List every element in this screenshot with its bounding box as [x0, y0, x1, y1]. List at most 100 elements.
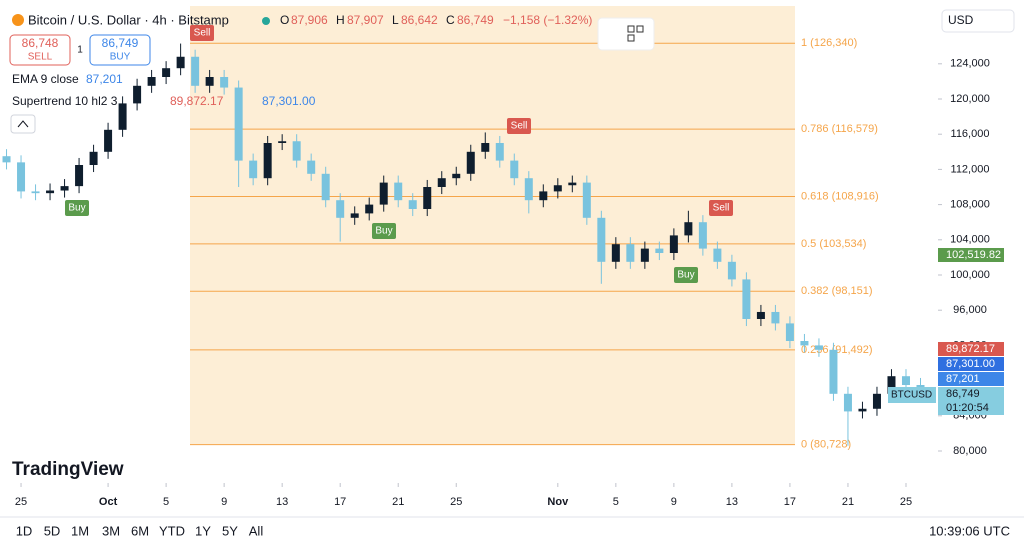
tool-icon	[627, 25, 635, 33]
candle-body	[220, 77, 229, 88]
x-tick-label: 5	[163, 496, 169, 508]
range-button[interactable]: YTD	[159, 523, 185, 538]
buy-button[interactable]	[89, 34, 151, 66]
range-button[interactable]: 5Y	[222, 523, 238, 538]
status-dot	[262, 17, 270, 25]
candle-body	[162, 68, 171, 78]
supertrend-name: Supertrend 10 hl2 3	[12, 94, 118, 108]
sell-button[interactable]	[9, 34, 71, 66]
currency-select[interactable]	[941, 9, 1015, 33]
o-label: O	[280, 13, 289, 27]
candle-body	[829, 349, 838, 394]
currency: USD	[948, 13, 974, 27]
candle-body	[17, 162, 26, 192]
ema-name: EMA 9 close	[12, 72, 79, 86]
candle-body	[350, 213, 359, 218]
candle-body	[771, 311, 780, 324]
price-tag	[938, 342, 1004, 356]
fib-label: 0.786 (116,579)	[801, 123, 878, 135]
x-tick-label: 17	[784, 496, 796, 508]
candle-body	[307, 160, 316, 174]
candle-body	[133, 85, 142, 104]
y-tick-label: 112,000	[951, 163, 990, 175]
range-button[interactable]: 1Y	[195, 523, 211, 538]
signal-badge	[674, 267, 698, 283]
plot-area: 1 (126,340) 0.786 (116,579) 0.618 (108,916…	[2, 6, 925, 451]
candle-body	[843, 393, 852, 412]
range-button[interactable]: All	[249, 523, 264, 538]
candle-body	[249, 160, 258, 179]
collapse-button[interactable]	[10, 114, 36, 134]
candle-body	[901, 376, 910, 386]
c-value: 86,749	[457, 13, 494, 27]
candle-body	[321, 173, 330, 201]
candle-body	[655, 248, 664, 254]
x-tick-label: 25	[450, 496, 462, 508]
x-tick-label: 5	[613, 496, 619, 508]
ticker-tag	[888, 387, 936, 403]
candle-body	[118, 103, 127, 130]
drawing-toolbar[interactable]	[597, 17, 655, 51]
candle-body	[408, 200, 417, 210]
candle-body	[481, 143, 490, 152]
x-tick-label: 13	[276, 496, 288, 508]
fib-label: 0.5 (103,534)	[801, 238, 866, 250]
y-tick-label: 108,000	[950, 199, 990, 211]
candle-body	[75, 165, 84, 187]
fib-label: 0.618 (108,916)	[801, 190, 879, 202]
change: −1,158 (−1.32%)	[503, 13, 592, 27]
price-tag	[938, 372, 1004, 386]
signal-label: Buy	[677, 270, 694, 281]
candle-body	[379, 182, 388, 205]
ema-value: 87,201	[86, 72, 123, 86]
supertrend-up: 89,872.17	[170, 94, 224, 108]
candle-body	[698, 222, 707, 249]
signal-badge	[709, 200, 733, 216]
candle-body	[365, 204, 374, 214]
tool-icon	[627, 34, 635, 42]
signal-label: Buy	[68, 203, 85, 214]
signal-badge	[190, 25, 214, 41]
fib-label: 0.382 (98,151)	[801, 285, 873, 297]
candle-body	[713, 248, 722, 262]
range-button[interactable]: 3M	[102, 523, 120, 538]
fib-box	[190, 6, 795, 445]
candle-body	[669, 235, 678, 254]
h-value: 87,907	[347, 13, 384, 27]
candle-body	[858, 408, 867, 412]
candle-body	[292, 141, 301, 161]
range-button[interactable]: 6M	[131, 523, 149, 538]
candle-body	[684, 222, 693, 236]
clock: 10:39:06 UTC	[929, 523, 1010, 538]
spread: 1	[77, 45, 83, 56]
candle-body	[510, 160, 519, 179]
candle-body	[263, 143, 272, 179]
candle-body	[611, 244, 620, 262]
candle-body	[147, 77, 156, 86]
logo: TradingView	[12, 459, 124, 480]
candle-body	[524, 178, 533, 201]
candle-body	[234, 87, 243, 161]
range-button[interactable]: 1M	[71, 523, 89, 538]
ui: Bitcoin / U.S. Dollar · 4h · Bitstamp O …	[0, 9, 1024, 538]
c-label: C	[446, 13, 455, 27]
y-tick-label: 120,000	[950, 93, 990, 105]
l-label: L	[392, 13, 399, 27]
l-value: 86,642	[401, 13, 438, 27]
x-tick-label: 25	[15, 496, 27, 508]
candle-body	[176, 56, 185, 69]
x-tick-label: 17	[334, 496, 346, 508]
candle-body	[626, 244, 635, 262]
signal-badge	[507, 118, 531, 134]
candle-body	[336, 200, 345, 218]
signal-label: Sell	[511, 121, 528, 132]
range-button[interactable]: 5D	[44, 523, 61, 538]
candle-body	[785, 323, 794, 342]
y-tick-label: 124,000	[950, 58, 990, 70]
candle-body	[582, 182, 591, 218]
signal-label: Buy	[375, 226, 392, 237]
fib-label: 1 (126,340)	[801, 37, 857, 49]
x-tick-label: 13	[726, 496, 738, 508]
range-button[interactable]: 1D	[16, 523, 33, 538]
